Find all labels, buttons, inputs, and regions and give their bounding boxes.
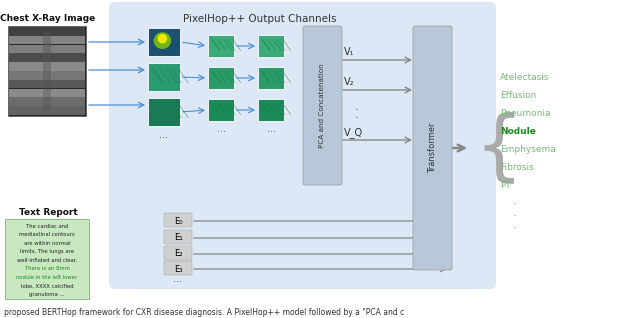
Bar — [148, 98, 180, 126]
Text: V_Q: V_Q — [344, 127, 363, 138]
FancyBboxPatch shape — [109, 2, 496, 206]
Bar — [9, 80, 85, 88]
Text: .: . — [513, 218, 517, 231]
FancyBboxPatch shape — [109, 199, 496, 289]
Text: .: . — [355, 100, 359, 113]
Text: E₁: E₁ — [173, 233, 182, 243]
FancyBboxPatch shape — [164, 246, 192, 260]
Bar — [9, 36, 85, 44]
Text: The cardiac and: The cardiac and — [26, 224, 68, 229]
Bar — [208, 35, 234, 57]
FancyBboxPatch shape — [5, 219, 89, 299]
Bar — [43, 31, 51, 111]
Bar — [9, 53, 85, 62]
Text: proposed BERTHop framework for CXR disease diagnosis. A PixelHop++ model followe: proposed BERTHop framework for CXR disea… — [4, 308, 404, 317]
Text: PixelHop++ Output Channels: PixelHop++ Output Channels — [183, 14, 337, 24]
FancyBboxPatch shape — [164, 230, 192, 244]
Text: Transformer: Transformer — [428, 123, 437, 173]
FancyBboxPatch shape — [303, 26, 342, 185]
Bar — [8, 26, 86, 116]
Text: Chest X-Ray Image: Chest X-Ray Image — [1, 14, 95, 23]
Text: There is an 8mm: There is an 8mm — [24, 266, 69, 272]
Ellipse shape — [157, 34, 167, 44]
Text: E₀: E₀ — [173, 217, 182, 225]
Bar — [148, 28, 180, 56]
Text: nodule in the left lower: nodule in the left lower — [17, 275, 77, 280]
Text: E₃: E₃ — [173, 265, 182, 273]
Text: Pneumonia: Pneumonia — [500, 109, 550, 119]
Text: Nodule: Nodule — [500, 128, 536, 136]
Bar — [9, 89, 85, 97]
Text: ...: ... — [266, 124, 275, 134]
Bar — [208, 67, 234, 89]
Text: ...: ... — [159, 130, 168, 140]
FancyBboxPatch shape — [164, 213, 192, 227]
Bar — [258, 67, 284, 89]
Text: Effusion: Effusion — [500, 92, 536, 100]
Text: ...: ... — [173, 274, 182, 284]
Text: V₁: V₁ — [344, 47, 355, 57]
Text: mediastinal contours: mediastinal contours — [19, 232, 75, 238]
Text: Fibrosis: Fibrosis — [500, 163, 534, 172]
Bar — [9, 97, 85, 106]
Text: ...: ... — [216, 124, 225, 134]
Bar — [148, 63, 180, 91]
Text: Text Report: Text Report — [19, 208, 77, 217]
Bar — [9, 62, 85, 71]
Bar — [9, 71, 85, 80]
Text: {: { — [474, 111, 522, 185]
Text: V₂: V₂ — [344, 77, 355, 87]
Text: .: . — [355, 108, 359, 121]
Text: granuloma ...: granuloma ... — [29, 292, 65, 297]
Bar — [9, 27, 85, 36]
Text: E₂: E₂ — [173, 250, 182, 259]
Text: Atelectasis: Atelectasis — [500, 73, 550, 82]
Text: well-inflated and clear.: well-inflated and clear. — [17, 258, 77, 263]
Bar — [9, 45, 85, 53]
FancyBboxPatch shape — [164, 261, 192, 275]
Bar — [258, 35, 284, 57]
Text: are within normal: are within normal — [24, 241, 70, 246]
Text: PCA and Concatenation: PCA and Concatenation — [319, 63, 326, 148]
Text: Emphysema: Emphysema — [500, 146, 556, 155]
Text: limits. The lungs are: limits. The lungs are — [20, 250, 74, 254]
Text: lobe, XXXX calcified: lobe, XXXX calcified — [20, 284, 74, 288]
Ellipse shape — [154, 32, 172, 49]
Text: .: . — [513, 194, 517, 207]
Bar — [258, 99, 284, 121]
FancyBboxPatch shape — [413, 26, 452, 270]
Bar — [208, 99, 234, 121]
Text: .: . — [513, 206, 517, 219]
Text: PT: PT — [500, 182, 511, 190]
Bar — [9, 106, 85, 115]
